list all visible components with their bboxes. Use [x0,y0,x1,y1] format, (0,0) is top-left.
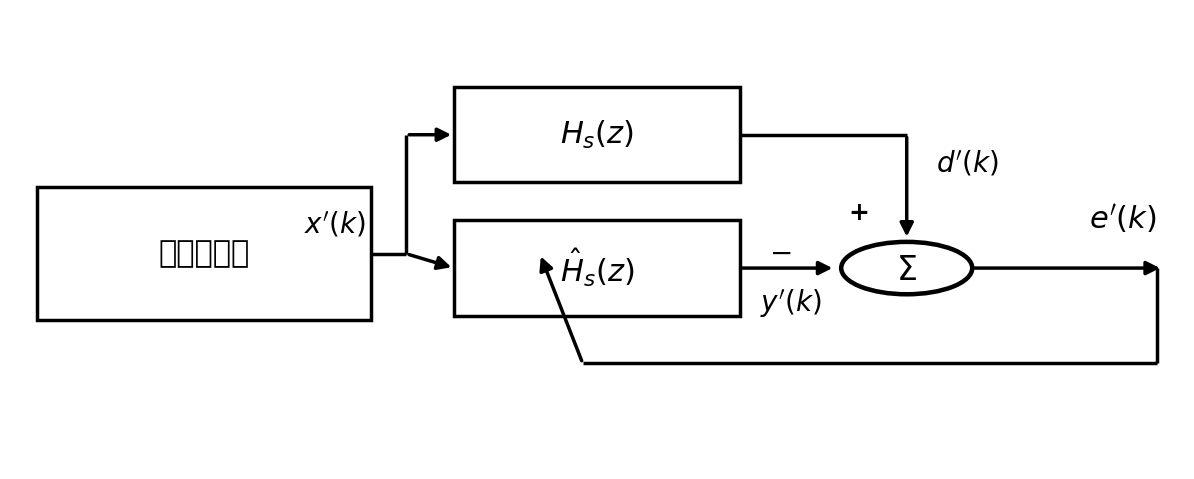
Text: $e'(k)$: $e'(k)$ [1089,202,1157,235]
Text: $x'(k)$: $x'(k)$ [304,210,365,240]
Text: $d'(k)$: $d'(k)$ [936,149,999,178]
Text: +: + [849,201,869,225]
Text: $\hat{H}_s(z)$: $\hat{H}_s(z)$ [560,247,634,289]
Text: $H_s(z)$: $H_s(z)$ [560,119,634,151]
Bar [37,187,370,320]
Text: $y'(k)$: $y'(k)$ [759,287,821,319]
Bar [454,220,740,316]
Text: $\Sigma$: $\Sigma$ [897,254,917,287]
Text: 噪声发生器: 噪声发生器 [159,240,250,268]
Text: −: − [770,240,793,268]
Bar [454,87,740,182]
Circle shape [842,242,972,294]
